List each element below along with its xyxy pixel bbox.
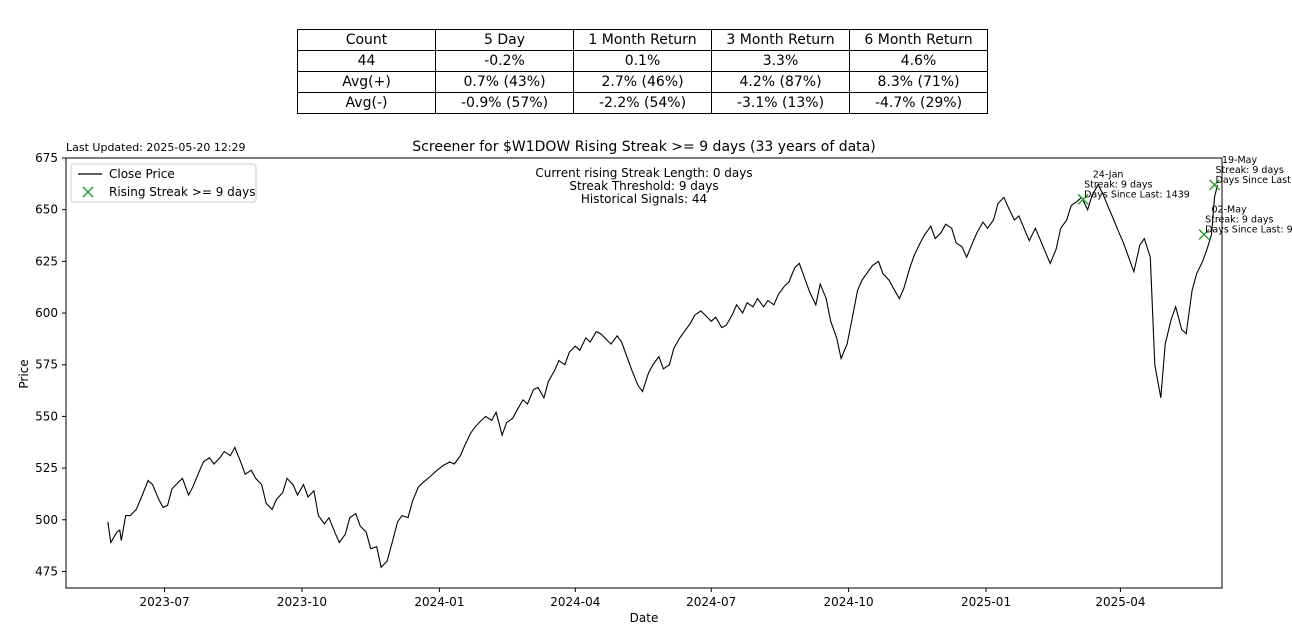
- x-tick-label: 2023-10: [277, 595, 327, 609]
- marker-annotation: Days Since Last: 1439: [1084, 189, 1190, 200]
- stats-header-row: Count 5 Day 1 Month Return 3 Month Retur…: [297, 29, 988, 51]
- x-tick-label: 2024-07: [686, 595, 736, 609]
- close-price-line: [107, 183, 1219, 569]
- y-tick-label: 525: [35, 461, 58, 475]
- y-tick-label: 650: [35, 203, 58, 217]
- marker-annotation: 19-May: [1222, 155, 1258, 166]
- marker-annotation: Streak: 9 days: [1084, 179, 1152, 190]
- stats-header-cell: 6 Month Return: [849, 29, 988, 51]
- streak-marker: [1209, 179, 1221, 191]
- stats-cell: -4.7% (29%): [849, 92, 988, 114]
- marker-annotation: Streak: 9 days: [1205, 214, 1273, 225]
- x-tick-label: 2025-01: [961, 595, 1011, 609]
- y-tick-label: 475: [35, 564, 58, 578]
- info-box: Current rising Streak Length: 0 days Str…: [535, 166, 752, 206]
- info-line: Current rising Streak Length: 0 days: [535, 166, 752, 180]
- y-axis-ticks: 475 500 525 550 575 600 625 650 675: [35, 151, 66, 578]
- y-tick-label: 500: [35, 513, 58, 527]
- chart-title: Screener for $W1DOW Rising Streak >= 9 d…: [412, 139, 875, 155]
- legend-box: [70, 163, 257, 203]
- marker-annotation: 02-May: [1211, 204, 1247, 215]
- streak-marker: [1077, 193, 1089, 205]
- x-axis-ticks: 2023-07 2023-10 2024-01 2024-04 2024-07 2024-…: [140, 588, 1146, 609]
- legend-label-close: Close Price: [109, 167, 175, 181]
- x-tick-label: 2025-04: [1095, 595, 1145, 609]
- plot-frame: [65, 157, 1223, 589]
- legend: Close Price Rising Streak >= 9 days: [70, 163, 257, 203]
- streak-marker: [1198, 228, 1210, 241]
- stats-cell: Avg(-): [297, 92, 436, 114]
- x-tick-label: 2023-07: [140, 595, 190, 609]
- stats-row-avg-pos: Avg(+) 0.7% (43%) 2.7% (46%) 4.2% (87%) …: [297, 71, 988, 93]
- marker-annotation: Streak: 9 days: [1216, 165, 1284, 176]
- stats-cell: 4.2% (87%): [711, 71, 850, 93]
- legend-marker-swatch: [82, 186, 94, 198]
- marker-annotation: 24-Jan: [1093, 169, 1124, 180]
- y-tick-label: 675: [35, 151, 58, 165]
- stats-cell: -2.2% (54%): [573, 92, 712, 114]
- stats-table: Count 5 Day 1 Month Return 3 Month Retur…: [297, 29, 988, 114]
- stats-row-avg-neg: Avg(-) -0.9% (57%) -2.2% (54%) -3.1% (13…: [297, 92, 988, 114]
- stats-cell: -0.9% (57%): [435, 92, 574, 114]
- y-tick-label: 550: [35, 409, 58, 423]
- x-tick-label: 2024-01: [414, 595, 464, 609]
- info-line: Streak Threshold: 9 days: [569, 179, 718, 193]
- y-tick-label: 575: [35, 358, 58, 372]
- stats-cell: 8.3% (71%): [849, 71, 988, 93]
- marker-annotation: Days Since Last: 17: [1216, 175, 1292, 186]
- x-tick-label: 2024-10: [824, 595, 874, 609]
- y-axis-label: Price: [17, 359, 31, 388]
- info-line: Historical Signals: 44: [581, 192, 707, 206]
- last-updated-text: Last Updated: 2025-05-20 12:29: [66, 141, 246, 154]
- legend-label-marker: Rising Streak >= 9 days: [109, 185, 255, 199]
- marker-annotation: Days Since Last: 98: [1205, 224, 1292, 235]
- stats-cell: 2.7% (46%): [573, 71, 712, 93]
- x-tick-label: 2024-04: [550, 595, 600, 609]
- y-tick-label: 600: [35, 306, 58, 320]
- x-axis-label: Date: [630, 611, 659, 625]
- y-tick-label: 625: [35, 254, 58, 268]
- stats-cell: -3.1% (13%): [711, 92, 850, 114]
